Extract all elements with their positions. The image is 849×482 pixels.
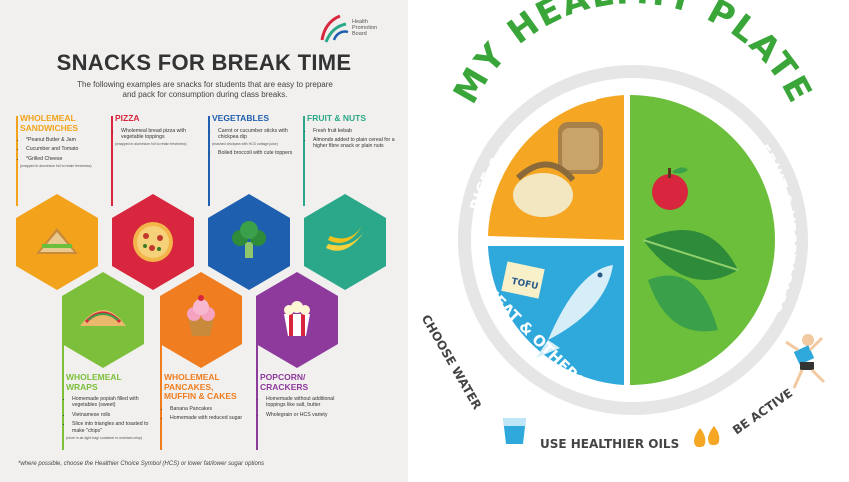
fruit-nuts-hexagon <box>304 194 386 290</box>
list-item: Carrot or cucumber sticks with chickpea … <box>218 128 302 141</box>
category-popcorn: POPCORN/CRACKERS Homemade without additi… <box>260 372 352 421</box>
tip-be-active: BE ACTIVE <box>730 386 795 437</box>
hpb-logo-icon <box>320 14 349 43</box>
pizza-hexagon <box>112 194 194 290</box>
broccoli-icon <box>232 221 266 258</box>
vegetables-hexagon <box>208 194 290 290</box>
category-note: (wrapped in aluminium foil to retain fre… <box>20 164 92 169</box>
list-item: Banana Pancakes <box>170 406 254 412</box>
poster-title: SNACKS FOR BREAK TIME <box>56 50 352 75</box>
oil-drops-icon <box>694 426 720 448</box>
poster-intro: The following examples are snacks for st… <box>77 80 333 99</box>
category-heading: VEGETABLES <box>212 113 269 123</box>
rice-icon <box>513 161 576 217</box>
category-pizza: PIZZA Wholemeal bread pizza with vegetab… <box>115 113 205 150</box>
wrap-icon <box>80 310 126 326</box>
sandwich-icon <box>36 228 78 254</box>
pizza-line <box>111 116 113 206</box>
cupcake-icon <box>187 295 215 336</box>
list-item: Homemade with reduced sugar <box>170 415 254 421</box>
popcorn-icon <box>284 301 310 336</box>
category-fruit-nuts: FRUIT & NUTS Fresh fruit kebab Almonds a… <box>307 113 401 153</box>
popcorn-hexagon <box>256 272 338 368</box>
category-heading: FRUIT & NUTS <box>307 113 367 123</box>
apple-icon <box>652 167 688 210</box>
list-item: Wholemeal bread pizza with vegetable top… <box>121 128 205 141</box>
list-item: Boiled broccoli with cute toppers <box>218 150 302 156</box>
banana-icon <box>326 226 364 251</box>
hpb-logo-text: Health Promotion Board <box>352 19 378 37</box>
category-heading: PIZZA <box>115 113 140 123</box>
pancakes-line <box>160 320 162 450</box>
running-person-icon <box>785 334 826 389</box>
category-heading: WHOLEMEAL PANCAKES, MUFFIN & CAKES <box>164 372 237 401</box>
list-item: *Grilled Cheese <box>26 156 108 162</box>
list-item: Fresh fruit kebab <box>313 128 401 134</box>
list-item: Cucumber and Tomato <box>26 146 108 152</box>
list-item: Wholegrain or HCS variety <box>266 412 352 418</box>
fruit-nuts-line <box>303 116 305 206</box>
water-glass-icon <box>503 418 526 444</box>
category-heading: POPCORN/CRACKERS <box>260 372 309 392</box>
pancakes-hexagon <box>160 272 242 368</box>
fish-icon <box>536 265 613 358</box>
list-item: Homemade popiah filled with vegetables (… <box>72 396 158 409</box>
list-item: Almonds added to plain cereal for a high… <box>313 137 401 150</box>
tip-choose-water: CHOOSE WATER <box>419 312 485 412</box>
wraps-line <box>62 320 64 450</box>
category-note: (store in air-tight bag/ container to ma… <box>66 436 143 441</box>
tofu-icon: TOFU <box>501 261 545 299</box>
pizza-icon <box>133 222 173 262</box>
category-heading: WHOLEMEAL WRAPS <box>66 372 122 392</box>
list-item: *Peanut Butter & Jam <box>26 137 108 143</box>
category-note: (wrapped in aluminium foil to retain fre… <box>115 142 187 147</box>
category-note: (mashed chickpea with HCS cottage juice) <box>212 142 278 147</box>
category-vegetables: VEGETABLES Carrot or cucumber sticks wit… <box>212 113 302 159</box>
category-heading: WHOLEMEAL SANDWICHES <box>20 113 79 133</box>
healthy-plate-graphic: MY HEALTHY PLATE <box>408 0 849 482</box>
sandwich-hexagon <box>16 194 98 290</box>
bread-icon <box>558 122 603 174</box>
snacks-poster: Health Promotion Board SNACKS FOR BREAK … <box>0 0 408 482</box>
wraps-hexagon <box>62 272 144 368</box>
tip-healthier-oils: USE HEALTHIER OILS <box>540 437 679 451</box>
poster-footnote: *where possible, choose the Healthier Ch… <box>18 461 265 467</box>
list-item: Vietnamese rolls <box>72 412 158 418</box>
popcorn-line <box>256 320 258 450</box>
leafy-greens-icon <box>642 230 739 332</box>
vegetables-line <box>208 116 210 206</box>
list-item: Homemade without additional toppings lik… <box>266 396 352 409</box>
sandwiches-line <box>16 116 18 206</box>
list-item: Slice into triangles and toasted to make… <box>72 421 158 434</box>
